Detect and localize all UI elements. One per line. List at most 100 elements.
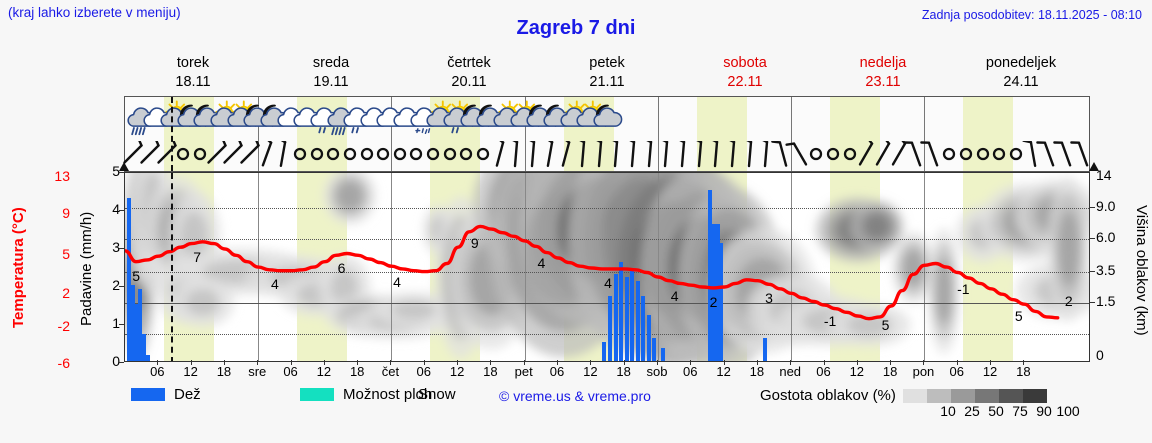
gridline: [125, 303, 1089, 305]
legend-showers-label: Možnost ploh: [343, 386, 433, 403]
daylight-band: [830, 97, 881, 171]
time-label: 06: [949, 364, 964, 379]
wind-barb-calm-icon: [352, 141, 382, 171]
temperature-tick: -6: [57, 355, 70, 371]
day-separator: [258, 97, 260, 171]
day-separator: [657, 173, 659, 361]
temperature-value-label: 2: [709, 293, 718, 310]
gridline: [125, 271, 1089, 273]
precipitation-bar: [619, 262, 624, 361]
time-label: sob: [646, 364, 668, 379]
time-label: 12: [583, 364, 598, 379]
temperature-value-label: 4: [604, 274, 612, 291]
wind-barb-calm-icon: [302, 141, 332, 171]
precipitation-bar: [712, 224, 717, 361]
time-tick: [623, 360, 625, 365]
cloud-density-swatch: [926, 388, 951, 403]
time-label: 18: [349, 364, 365, 379]
time-label: ned: [779, 364, 802, 379]
time-tick: [1023, 360, 1025, 365]
precipitation-bar: [660, 347, 665, 361]
time-label: 18: [616, 364, 631, 379]
wind-barb-icon: [1034, 141, 1064, 171]
precipitation-tick: 3: [112, 239, 120, 255]
time-label: sre: [248, 364, 267, 379]
day-header-sobota: sobota 22.11: [676, 54, 814, 92]
time-axis-labels: 06 12 18 sre 06 12 18 čet 06 12 18 pet 06 12 18 sob 06 12…: [124, 360, 1090, 382]
time-tick: [557, 360, 559, 365]
time-tick: [490, 360, 492, 365]
time-tick: [723, 360, 725, 365]
cloud-density-tick: 10: [940, 403, 956, 419]
time-label: 12: [183, 364, 198, 379]
precipitation-tick-mark: [119, 172, 124, 173]
precipitation-tick: 5: [112, 163, 120, 179]
wind-barb-calm-icon: [285, 141, 315, 171]
precipitation-bar: [142, 334, 147, 361]
cloud-height-tick: 1.5: [1096, 293, 1116, 310]
time-label: 12: [849, 364, 865, 379]
wind-barb-icon: [1068, 141, 1098, 171]
precipitation-bar: [134, 304, 139, 361]
precipitation-bar: [624, 277, 629, 361]
wind-barb-calm-icon: [435, 141, 465, 171]
cloud-density-scale-labels: 10 25 50 75 90 100: [938, 403, 1098, 419]
precipitation-tick: 4: [112, 201, 120, 217]
current-time-marker: [170, 97, 173, 171]
cloud-blob: [863, 212, 892, 240]
temperature-value-label: 7: [193, 248, 202, 265]
cloud-density-swatch: [902, 388, 927, 403]
day-name: sreda: [312, 55, 350, 71]
legend-item-snow: Snow: [418, 386, 456, 403]
precipitation-bar: [707, 190, 712, 361]
temperature-line: [125, 224, 1060, 321]
time-label: 06: [283, 364, 298, 379]
time-tick: [890, 360, 892, 365]
day-header-četrtek: četrtek 20.11: [400, 54, 538, 92]
day-name: četrtek: [447, 55, 491, 71]
precipitation-tick: 2: [112, 277, 120, 293]
wind-barb-calm-icon: [168, 141, 198, 171]
precipitation-bar: [652, 338, 657, 361]
precipitation-bar: [126, 197, 131, 361]
forecast-plot: 5 7 4 6 4 9 4 4 4 2 3 -1 5 -1 5 2: [124, 172, 1090, 362]
temperature-axis-title: Temperatura (°C): [10, 207, 27, 328]
forecast-icon-strip: [123, 96, 1090, 172]
gridline: [125, 333, 1089, 335]
precipitation-bar: [608, 296, 612, 361]
cloud-blob: [1057, 211, 1080, 287]
day-date: 21.11: [589, 74, 625, 90]
time-tick: [523, 360, 525, 365]
time-tick: [690, 360, 692, 365]
cloud-blob: [391, 300, 436, 320]
day-header-torek: torek 18.11: [124, 54, 262, 92]
last-updated-label: Zadnja posodobitev: 18.11.2025 - 08:10: [921, 8, 1142, 22]
precipitation-bar: [602, 342, 607, 361]
precipitation-bar: [146, 355, 151, 361]
day-separator: [791, 97, 793, 171]
precipitation-axis-arrow: [119, 162, 129, 171]
moon-cloud-icon: [591, 99, 625, 139]
copyright-link[interactable]: © vreme.us & vreme.pro: [499, 388, 651, 404]
time-tick: [357, 360, 359, 365]
time-label: 18: [749, 364, 765, 379]
time-tick: [457, 360, 459, 365]
cloud-density-tick: 25: [964, 403, 980, 419]
cloud-density-tick: 50: [988, 403, 1004, 419]
time-label: 12: [316, 364, 332, 379]
precipitation-axis-title: Padavine (mm/h): [78, 211, 95, 327]
day-separator: [524, 97, 526, 171]
time-tick: [756, 360, 758, 365]
cloud-height-tick: 9.0: [1096, 198, 1116, 215]
daylight-band: [696, 97, 747, 171]
temperature-value-label: 2: [1064, 293, 1073, 309]
day-name: petek: [589, 55, 625, 71]
wind-barb-calm-icon: [1001, 141, 1031, 171]
day-name: nedelja: [859, 55, 907, 71]
day-header-row: torek 18.11 sreda 19.11 četrtek 20.11 petek 21.…: [124, 54, 1090, 94]
time-label: 18: [882, 364, 898, 379]
precipitation-tick-mark: [119, 362, 124, 363]
cloud-blob: [902, 249, 925, 287]
day-separator: [524, 173, 526, 361]
time-label: 12: [449, 364, 465, 379]
